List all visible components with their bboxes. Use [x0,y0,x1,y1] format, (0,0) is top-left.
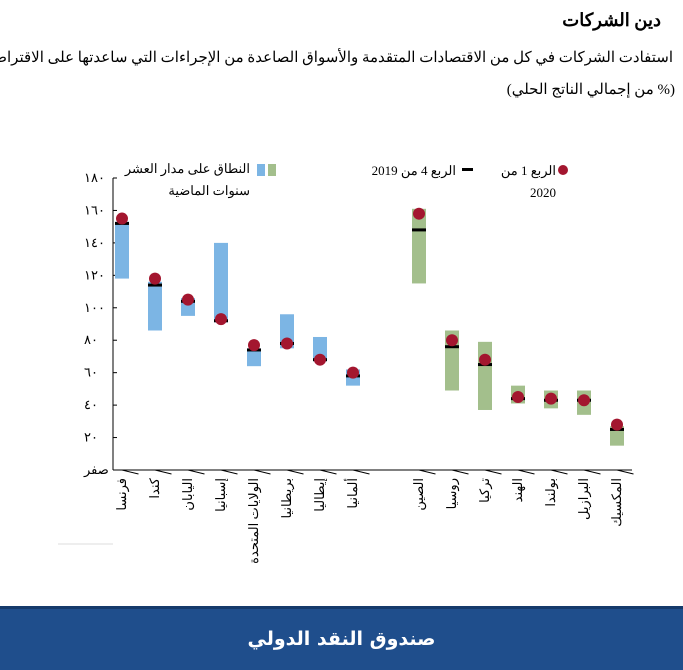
x-tick-group: المكسيك [609,478,624,527]
q1-marker [314,353,326,366]
legend-q1: الربع 1 من 2020 [500,163,556,200]
q1-marker [116,212,128,225]
range-bar [412,208,426,284]
x-tick-label: الهند [510,478,526,502]
chart-subtitle: استفادت الشركات في كل من الاقتصادات المت… [0,50,673,66]
y-tick-label: ٤٠ [84,397,98,412]
q1-marker [545,392,557,405]
legend-range-box: النطاق على مدار العشر سنوات الماضية [124,161,250,198]
x-tick [154,469,172,475]
range-bar [115,221,129,279]
legend-swatch-q1 [558,165,568,175]
x-tick-group: بريطانيا [279,478,295,519]
q1-marker [149,272,161,285]
y-tick-label: ١٤٠ [84,235,105,250]
range-bar [247,348,261,367]
x-tick-label: روسيا [444,478,460,509]
range-bar [610,426,624,446]
q1-marker [281,337,293,350]
x-tick [187,469,205,475]
q1-marker [413,207,425,220]
x-tick-group: تركيا [477,478,493,503]
x-tick [583,469,601,475]
legend-q1-box: الربع 1 من 2020 [500,163,556,200]
x-tick-label: فرنسا [114,478,130,511]
x-tick [451,469,469,475]
x-tick-label: البرازيل [576,478,592,520]
x-tick-label: تركيا [477,478,493,503]
legend-swatch-q4 [462,168,473,171]
x-tick-label: الصين [411,478,427,511]
y-tick-label: صفر [83,462,109,478]
q1-marker [479,353,491,366]
x-tick-label: بولندا [543,478,559,507]
x-tick-group: إيطاليا [312,478,328,512]
x-tick-label: المكسيك [609,478,624,527]
q4-marker [148,283,162,287]
q1-marker [215,313,227,326]
q1-marker [611,418,623,431]
q1-marker [182,293,194,306]
x-tick-group: البرازيل [576,478,592,520]
q1-marker [512,391,524,403]
x-tick-group: ألمانيا [344,478,360,509]
x-tick-group: الصين [411,478,427,511]
q1-marker [578,394,590,407]
x-tick-group: بولندا [543,478,559,507]
y-tick-label: ١٨٠ [84,170,105,185]
x-tick-label: كندا [147,477,162,498]
chart: صفر ٢٠ ٤٠ ٦٠ ٨٠ ١٠٠ ١٢٠ ١٤٠ ١٦٠ ١٨٠ فرنسا كندا الياب… [58,161,634,564]
x-tick-group: فرنسا [114,478,130,511]
unit-label: (% من إجمالي الناتج الحلي) [506,82,675,98]
range-bar [214,242,228,323]
range-bar [148,281,162,331]
legend-swatch-range [268,164,276,176]
chart-title: دين الشركات [562,10,661,30]
q4-marker [445,345,459,349]
y-tick-label: ٦٠ [84,365,98,380]
y-tick-label: ١٢٠ [84,267,105,282]
y-tick-label: ٢٠ [84,430,98,445]
x-tick-label: الولايات المتحدة [246,478,262,564]
x-tick [319,469,337,475]
legend-swatch-range [257,164,265,176]
x-tick-label: إسبانيا [213,478,229,512]
x-tick [517,469,535,475]
source: صندوق النقد الدولي [247,628,436,650]
x-tick-label: إيطاليا [312,478,328,512]
q4-marker [412,228,426,232]
x-tick [352,469,370,475]
x-tick [121,469,139,475]
x-tick-label: ألمانيا [344,478,360,509]
y-tick-label: ١٦٠ [84,202,105,217]
x-tick [550,469,568,475]
x-tick-label: بريطانيا [279,478,295,519]
x-tick-group: الهند [510,478,526,502]
x-tick [484,469,502,475]
x-tick [418,469,436,475]
q1-marker [347,366,359,379]
range-bar [478,341,492,410]
legend-range: النطاق على مدار العشر سنوات الماضية [124,161,250,198]
footer: صندوق النقد الدولي [0,606,683,670]
x-tick-group: الولايات المتحدة [246,478,262,564]
x-tick-group: اليابان [180,478,195,511]
y-tick-label: ٨٠ [84,332,98,347]
x-tick-group: إسبانيا [213,478,229,512]
x-tick [286,469,304,475]
x-tick-group: كندا [147,477,162,498]
x-tick [616,469,634,475]
q1-marker [446,334,458,347]
y-tick-label: ١٠٠ [84,300,105,315]
x-tick [220,469,238,475]
x-tick-group: روسيا [444,478,460,509]
x-tick [253,469,271,475]
x-tick-label: اليابان [180,478,195,511]
q1-marker [248,339,260,352]
legend-q4: الربع 4 من 2019 [372,163,456,179]
